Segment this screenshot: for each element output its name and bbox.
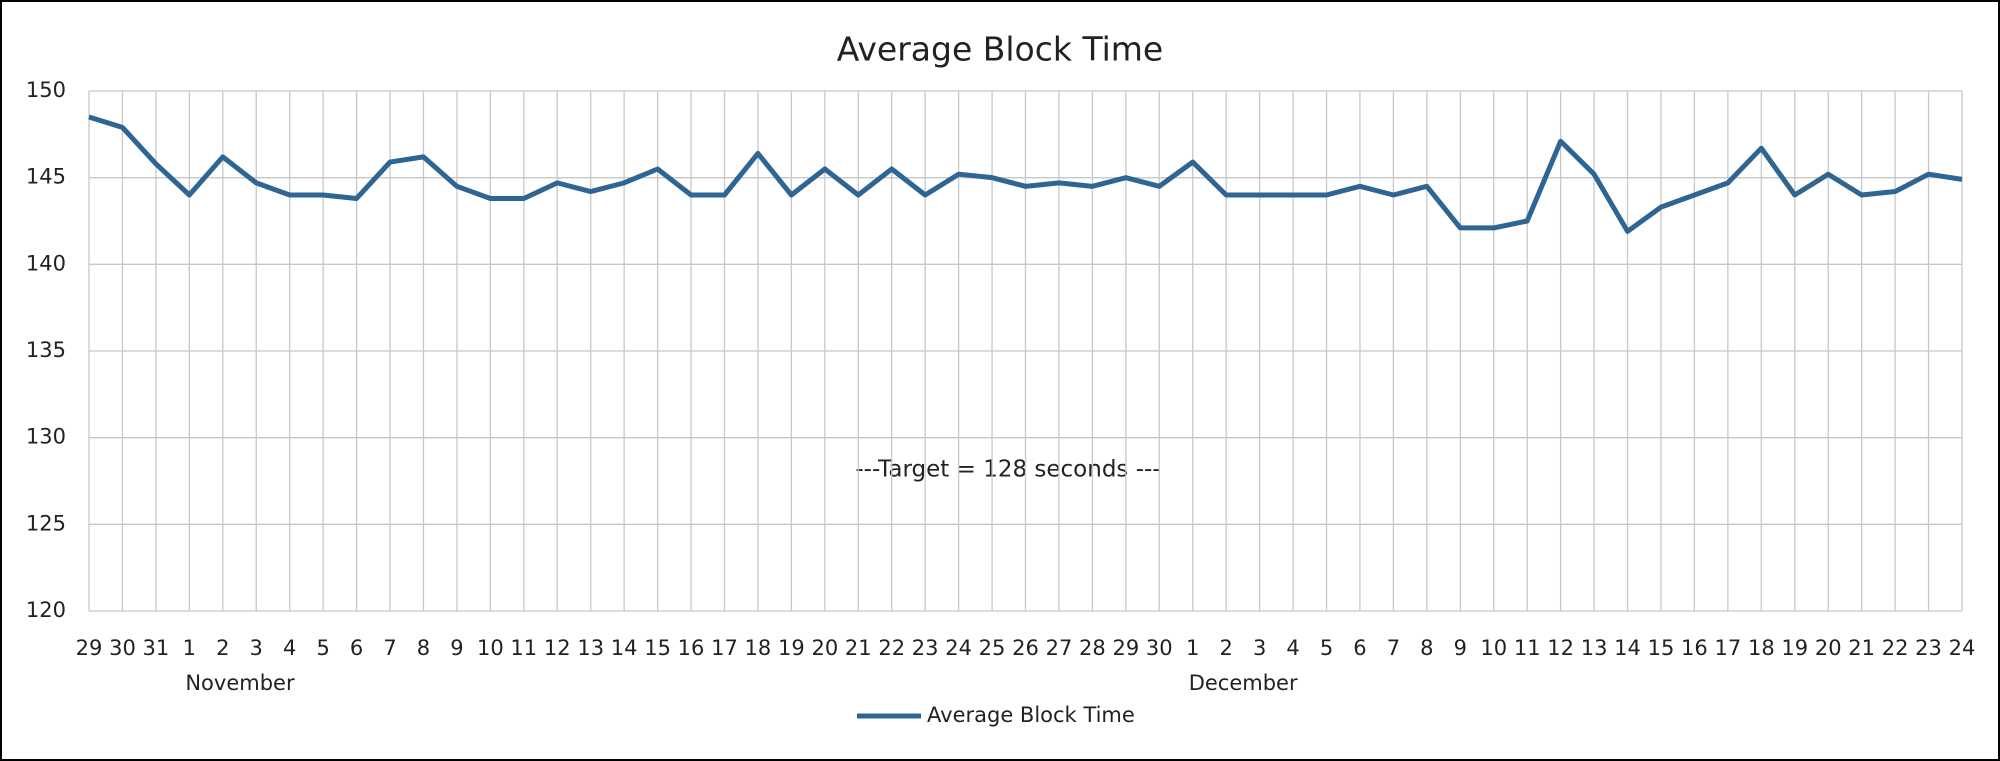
x-tick-label: 6 xyxy=(350,636,363,660)
x-tick-label: 9 xyxy=(450,636,463,660)
chart-title: Average Block Time xyxy=(837,30,1164,69)
x-tick-label: 2 xyxy=(1219,636,1232,660)
x-tick-label: 10 xyxy=(1480,636,1507,660)
x-tick-label: 7 xyxy=(383,636,396,660)
x-tick-label: 24 xyxy=(945,636,972,660)
y-tick-label: 130 xyxy=(26,425,66,449)
x-tick-label: 5 xyxy=(1320,636,1333,660)
annotation: ---Target = 128 seconds --- xyxy=(855,457,1160,483)
x-tick-label: 1 xyxy=(183,636,196,660)
x-tick-label: 29 xyxy=(1112,636,1139,660)
y-tick-label: 120 xyxy=(26,598,66,622)
x-tick-label: 22 xyxy=(878,636,905,660)
x-tick-label: 17 xyxy=(1715,636,1742,660)
x-tick-label: 21 xyxy=(1848,636,1875,660)
y-tick-label: 125 xyxy=(26,511,66,535)
x-tick-label: 28 xyxy=(1079,636,1106,660)
x-tick-label: 4 xyxy=(1286,636,1299,660)
x-tick-label: 20 xyxy=(1815,636,1842,660)
x-tick-label: 2 xyxy=(216,636,229,660)
x-tick-label: 31 xyxy=(143,636,170,660)
x-tick-label: 7 xyxy=(1387,636,1400,660)
x-tick-label: 21 xyxy=(845,636,872,660)
x-tick-label: 20 xyxy=(811,636,838,660)
x-tick-label: 14 xyxy=(611,636,638,660)
group-label: November xyxy=(185,671,295,695)
y-tick-label: 150 xyxy=(26,78,66,102)
x-tick-label: 27 xyxy=(1046,636,1073,660)
x-tick-label: 11 xyxy=(510,636,537,660)
y-tick-label: 135 xyxy=(26,338,66,362)
y-tick-label: 145 xyxy=(26,165,66,189)
x-tick-label: 19 xyxy=(778,636,805,660)
x-tick-label: 30 xyxy=(1146,636,1173,660)
x-tick-label: 8 xyxy=(417,636,430,660)
y-tick-label: 140 xyxy=(26,251,66,275)
x-tick-label: 23 xyxy=(912,636,939,660)
x-tick-label: 11 xyxy=(1514,636,1541,660)
legend-label: Average Block Time xyxy=(927,703,1135,727)
x-tick-label: 3 xyxy=(250,636,263,660)
x-tick-label: 8 xyxy=(1420,636,1433,660)
x-tick-label: 3 xyxy=(1253,636,1266,660)
x-tick-label: 4 xyxy=(283,636,296,660)
x-tick-label: 13 xyxy=(1581,636,1608,660)
x-tick-label: 12 xyxy=(544,636,571,660)
x-tick-label: 24 xyxy=(1949,636,1976,660)
x-tick-label: 17 xyxy=(711,636,738,660)
x-tick-label: 16 xyxy=(678,636,705,660)
x-tick-label: 5 xyxy=(316,636,329,660)
x-tick-label: 26 xyxy=(1012,636,1039,660)
x-tick-label: 15 xyxy=(1648,636,1675,660)
x-tick-label: 19 xyxy=(1781,636,1808,660)
x-tick-label: 18 xyxy=(1748,636,1775,660)
x-tick-label: 25 xyxy=(979,636,1006,660)
x-tick-label: 14 xyxy=(1614,636,1641,660)
x-tick-label: 1 xyxy=(1186,636,1199,660)
x-tick-label: 15 xyxy=(644,636,671,660)
x-tick-label: 22 xyxy=(1882,636,1909,660)
x-tick-label: 29 xyxy=(76,636,103,660)
x-tick-label: 9 xyxy=(1454,636,1467,660)
x-tick-label: 13 xyxy=(577,636,604,660)
group-label: December xyxy=(1189,671,1298,695)
x-tick-label: 23 xyxy=(1915,636,1942,660)
x-tick-label: 6 xyxy=(1353,636,1366,660)
x-tick-label: 18 xyxy=(745,636,772,660)
x-tick-label: 30 xyxy=(109,636,136,660)
data-line xyxy=(88,114,1963,234)
x-tick-label: 16 xyxy=(1681,636,1708,660)
x-tick-label: 10 xyxy=(477,636,504,660)
x-tick-label: 12 xyxy=(1547,636,1574,660)
